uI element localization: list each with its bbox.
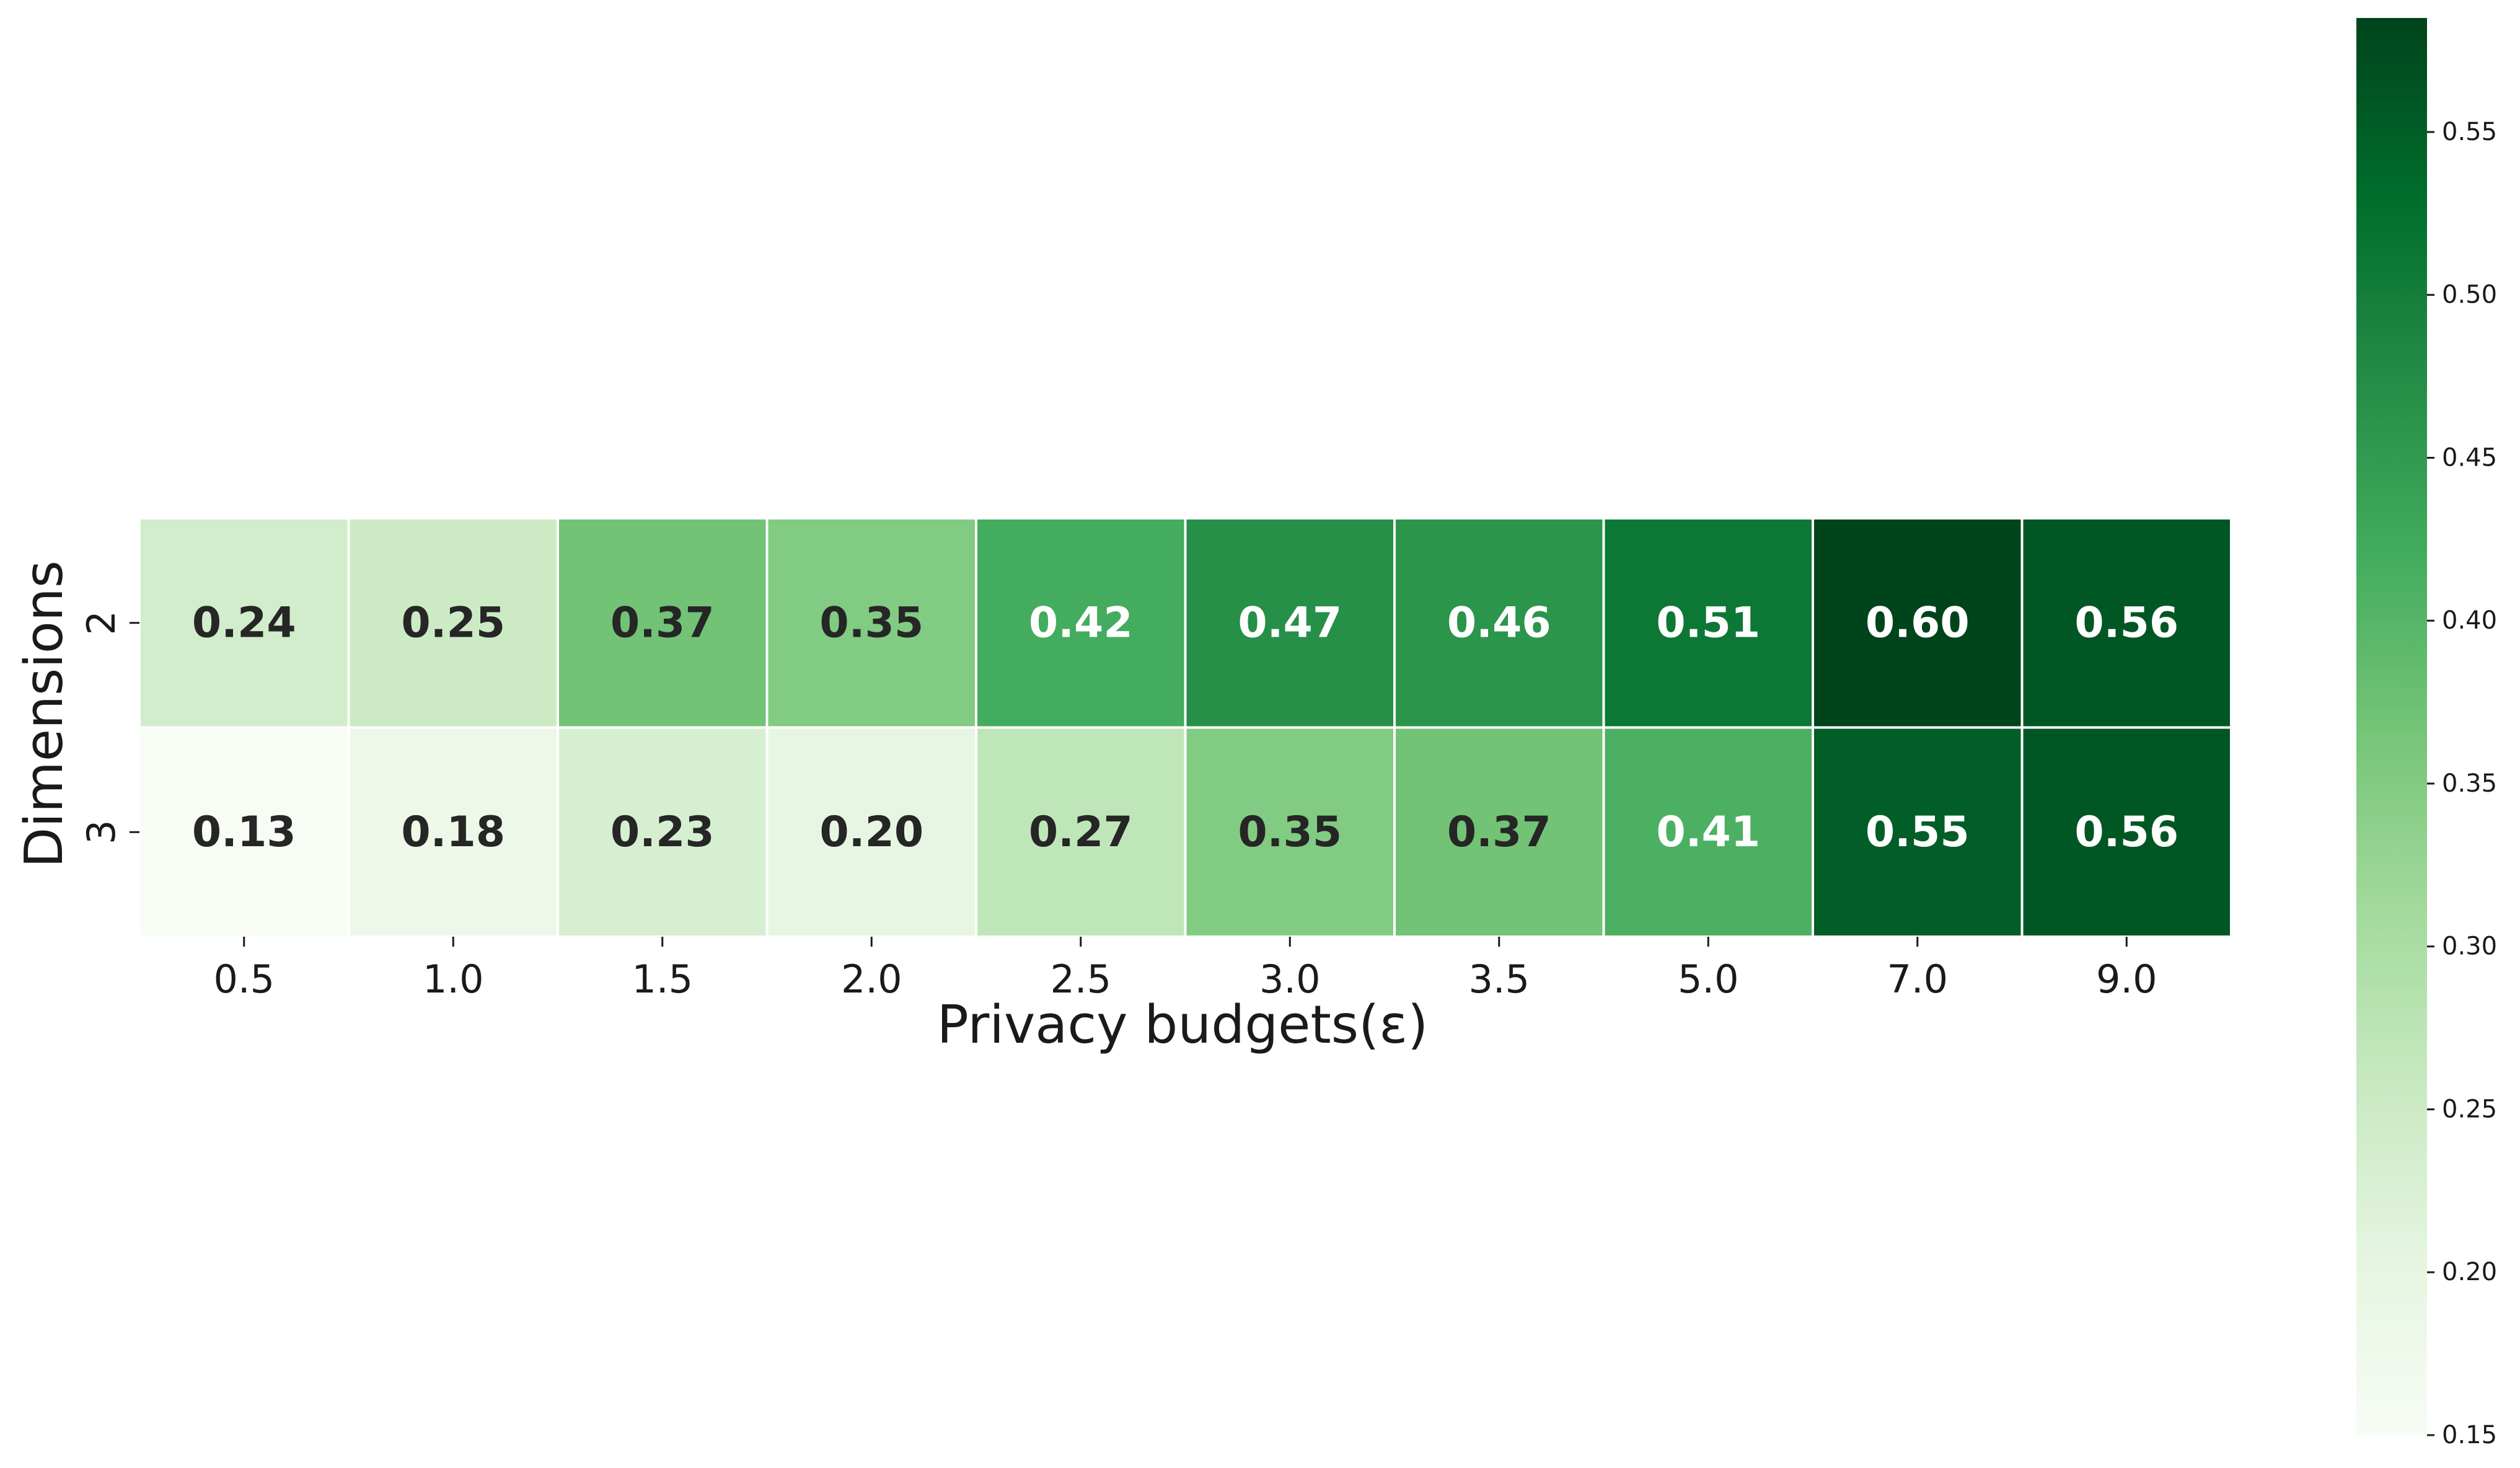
heatmap-cell <box>557 517 769 729</box>
colorbar-tick-label: 0.50 <box>2442 281 2497 309</box>
heatmap-cell-label: 0.41 <box>1656 808 1760 857</box>
heatmap-cell-label: 0.37 <box>1447 808 1551 857</box>
heatmap-cell <box>1812 726 2024 938</box>
x-tick-label: 2.0 <box>841 957 902 1002</box>
heatmap-cell <box>1602 517 1814 729</box>
heatmap-cell-label: 0.24 <box>192 598 296 647</box>
heatmap-cell <box>347 517 559 729</box>
heatmap-cell-label: 0.55 <box>1866 808 1970 857</box>
colorbar-tick-label: 0.55 <box>2442 118 2497 146</box>
heatmap-cell-label: 0.46 <box>1447 598 1551 647</box>
heatmap-cell <box>1184 517 1396 729</box>
heatmap-cell-label: 0.42 <box>1029 598 1133 647</box>
heatmap-cell <box>765 517 977 729</box>
heatmap-cell <box>347 726 559 938</box>
x-tick-label: 0.5 <box>213 957 275 1002</box>
x-tick-label: 3.0 <box>1259 957 1321 1002</box>
heatmap-cell <box>1393 726 1605 938</box>
heatmap-cell <box>2020 517 2232 729</box>
heatmap-cell-label: 0.56 <box>2074 598 2179 647</box>
heatmap-cell-label: 0.20 <box>819 808 923 857</box>
y-axis: 23 <box>79 611 139 844</box>
colorbar-tick-label: 0.30 <box>2442 932 2497 961</box>
x-axis-label: Privacy budgets(ε) <box>937 994 1429 1056</box>
heatmap-cell-label: 0.51 <box>1656 598 1760 647</box>
heatmap-cell <box>557 726 769 938</box>
heatmap-cell <box>1184 726 1396 938</box>
heatmap-cell <box>1602 726 1814 938</box>
heatmap-cell-label: 0.27 <box>1029 808 1133 857</box>
heatmap-cell-label: 0.56 <box>2074 808 2179 857</box>
heatmap-cell <box>138 517 350 729</box>
colorbar-tick-label: 0.25 <box>2442 1095 2497 1123</box>
colorbar-tick-label: 0.45 <box>2442 443 2497 472</box>
colorbar: 0.15 0.20 0.25 0.30 0.35 0.40 0.45 0.50 0.55 <box>2356 18 2497 1449</box>
x-tick-label: 2.5 <box>1050 957 1111 1002</box>
colorbar-gradient <box>2356 18 2427 1435</box>
x-tick-label: 5.0 <box>1678 957 1739 1002</box>
heatmap-cell-label: 0.13 <box>192 808 296 857</box>
x-tick-label: 1.0 <box>423 957 484 1002</box>
heatmap-cell-label: 0.35 <box>1238 808 1342 857</box>
heatmap-cell <box>2020 726 2232 938</box>
heatmap-cell-label: 0.35 <box>819 598 923 647</box>
colorbar-tick-label: 0.40 <box>2442 606 2497 635</box>
heatmap-cells <box>138 517 2232 938</box>
heatmap-cell-label: 0.47 <box>1238 598 1342 647</box>
heatmap-cell-label: 0.25 <box>401 598 505 647</box>
heatmap-cell-label: 0.18 <box>401 808 505 857</box>
colorbar-tick-label: 0.15 <box>2442 1421 2497 1449</box>
colorbar-ticks: 0.15 0.20 0.25 0.30 0.35 0.40 0.45 0.50 0.55 <box>2427 118 2497 1449</box>
heatmap-cell-labels: 0.24 0.25 0.37 0.35 0.42 0.47 0.46 0.51 0.60 0.56… <box>192 598 2179 857</box>
colorbar-tick-label: 0.35 <box>2442 769 2497 798</box>
x-tick-label: 9.0 <box>2096 957 2157 1002</box>
y-tick-label: 2 <box>79 611 124 635</box>
x-tick-label: 3.5 <box>1468 957 1530 1002</box>
heatmap-cell <box>765 726 977 938</box>
x-tick-label: 1.5 <box>632 957 693 1002</box>
heatmap-cell-label: 0.60 <box>1866 598 1970 647</box>
x-tick-label: 7.0 <box>1887 957 1948 1002</box>
colorbar-tick-label: 0.20 <box>2442 1258 2497 1286</box>
heatmap-cell-label: 0.37 <box>610 598 715 647</box>
y-axis-label: Dimensions <box>14 560 75 868</box>
y-tick-label: 3 <box>79 820 124 844</box>
heatmap-cell <box>975 517 1187 729</box>
heatmap-cell-label: 0.23 <box>610 808 715 857</box>
x-axis: 0.5 1.0 1.5 2.0 2.5 3.0 3.5 5.0 7.0 9.0 <box>213 937 2157 1002</box>
